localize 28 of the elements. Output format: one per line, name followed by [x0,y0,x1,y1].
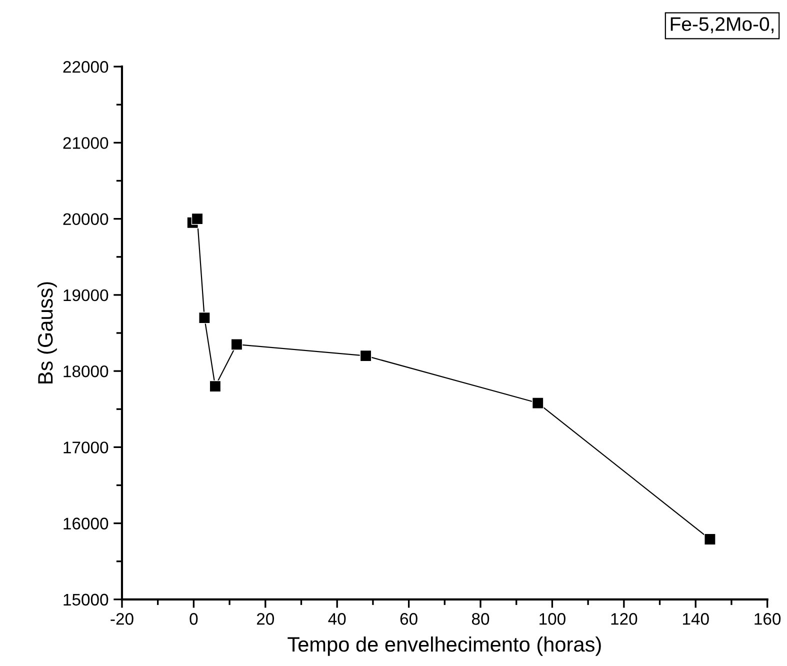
x-tick-label: 40 [328,613,346,625]
x-tick-label: 140 [682,613,709,625]
y-tick-label: 19000 [64,289,108,302]
text: Fe-5,2Mo-0, [670,17,774,34]
x-tick-label: 80 [472,613,490,625]
y-tick-label: 17000 [64,442,108,454]
x-tick-label: 0 [190,613,198,625]
y-tick-label: 18000 [64,365,108,378]
x-tick-label: 120 [611,613,638,625]
point [230,338,243,350]
point [209,380,222,392]
x-tick-label: 60 [400,613,418,625]
point [704,533,716,546]
y-tick-label: 16000 [64,518,108,530]
y-tick-label: 15000 [64,594,108,606]
y-axis-title: Bs (Gauss) [37,282,57,384]
y-tick-label: 21000 [63,137,108,149]
x-tick-label: 20 [256,613,274,625]
x-tick-label: -20 [110,613,134,625]
point [532,397,544,409]
y-tick-label: 22000 [63,61,108,73]
point [360,350,372,362]
point [198,312,210,324]
x-tick-label: 160 [754,613,781,625]
point [191,212,204,225]
x-tick-label: 100 [540,613,566,625]
y-tick-label: 20000 [63,213,108,226]
x-axis-title: Tempo de envelhecimento (horas) [288,636,601,656]
